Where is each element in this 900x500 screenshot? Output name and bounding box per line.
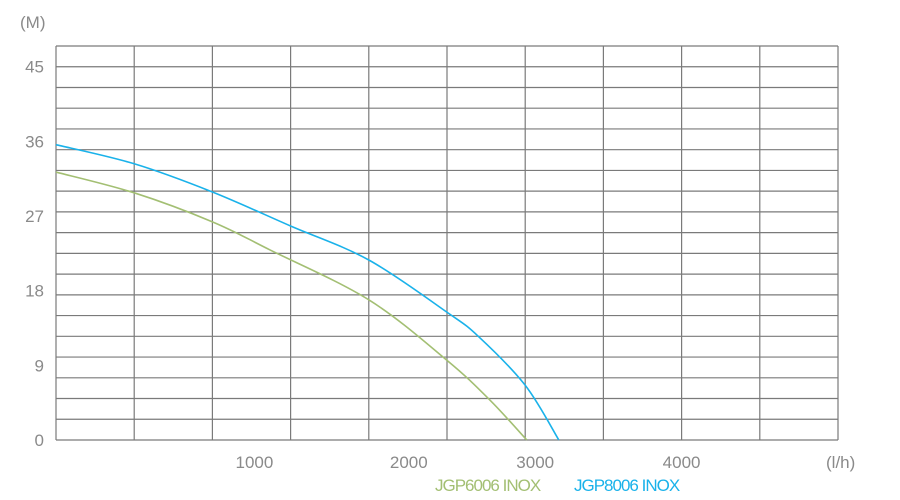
tick-labels: 0 9 18 27 36 45 1000 2000 3000 4000: [25, 58, 700, 472]
y-tick-label: 18: [25, 282, 44, 301]
x-axis-label: (l/h): [826, 453, 855, 472]
legend-jgp8006: JGP8006 INOX: [574, 476, 680, 495]
x-tick-label: 4000: [663, 453, 701, 472]
series-line-jgp8006-inox: [55, 143, 560, 441]
x-tick-label: 1000: [235, 453, 273, 472]
x-tick-label: 2000: [390, 453, 428, 472]
grid: [55, 45, 839, 441]
y-tick-label: 9: [35, 356, 44, 375]
y-tick-label: 27: [25, 207, 44, 226]
x-tick-label: 3000: [516, 453, 554, 472]
curves: [55, 143, 560, 441]
y-tick-label: 0: [35, 431, 44, 450]
legend-jgp6006: JGP6006 INOX: [435, 476, 541, 495]
y-tick-label: 36: [25, 132, 44, 151]
y-axis-label: (M): [20, 13, 45, 32]
series-line-jgp6006-inox: [55, 171, 528, 441]
y-tick-label: 45: [25, 58, 44, 77]
